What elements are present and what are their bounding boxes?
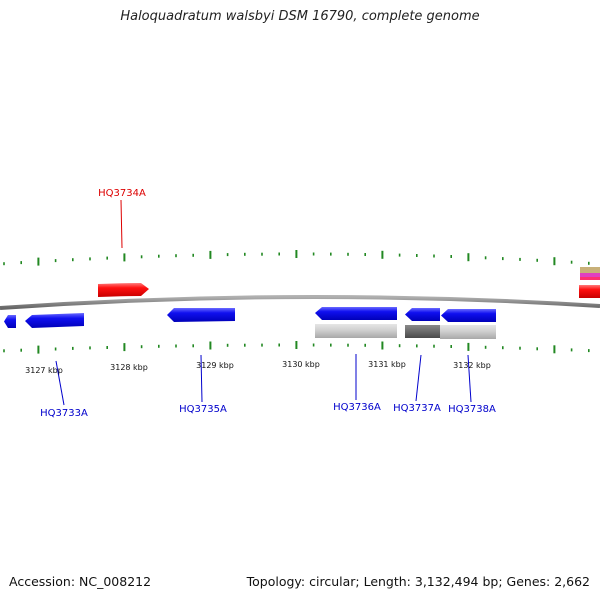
scale-label-3131: 3131 kbp (368, 360, 406, 369)
gene-edge-pink[interactable] (580, 277, 600, 280)
gene-edge-magenta[interactable] (580, 273, 600, 277)
gene-edge-tan[interactable] (580, 267, 600, 273)
gene-hq3733a[interactable] (25, 313, 84, 328)
genome-backbone (0, 294, 600, 310)
leader-hq3734a (120, 199, 123, 249)
gene-hq3734a[interactable] (98, 283, 149, 297)
leader-hq3735a (200, 354, 203, 403)
bottom-tick-marks (3, 341, 590, 354)
gene-label-hq3733a[interactable]: HQ3733A (40, 408, 88, 419)
scale-label-3128: 3128 kbp (110, 363, 148, 372)
scale-label-3132: 3132 kbp (453, 361, 491, 370)
gene-label-hq3734a[interactable]: HQ3734A (98, 188, 146, 199)
genome-summary-text: Topology: circular; Length: 3,132,494 bp… (246, 574, 590, 589)
top-tick-marks (3, 250, 590, 266)
scale-label-3129: 3129 kbp (196, 361, 234, 370)
gene-label-hq3736a[interactable]: HQ3736A (333, 402, 381, 413)
feature-grey-1[interactable] (315, 324, 397, 338)
scale-label-3127: 3127 kbp (25, 366, 63, 375)
leader-hq3733a (55, 360, 65, 406)
leader-hq3737a (415, 354, 422, 402)
gene-label-hq3735a[interactable]: HQ3735A (179, 404, 227, 415)
genome-title: Haloquadratum walsbyi DSM 16790, complet… (120, 9, 480, 24)
gene-hq3735a[interactable] (167, 308, 235, 322)
leader-hq3738a (467, 354, 472, 403)
accession-text: Accession: NC_008212 (9, 574, 152, 589)
gene-label-hq3738a[interactable]: HQ3738A (448, 404, 496, 415)
gene-edge-red[interactable] (579, 285, 600, 298)
gene-hq3737a[interactable] (405, 308, 440, 321)
scale-label-3130: 3130 kbp (282, 360, 320, 369)
gene-hq3736a[interactable] (315, 307, 397, 320)
feature-grey-2[interactable] (440, 325, 496, 339)
feature-grey-dark[interactable] (405, 325, 440, 338)
gene-label-hq3737a[interactable]: HQ3737A (393, 403, 441, 414)
gene-edge-blue-left[interactable] (4, 315, 16, 328)
gene-hq3738a[interactable] (441, 309, 496, 322)
